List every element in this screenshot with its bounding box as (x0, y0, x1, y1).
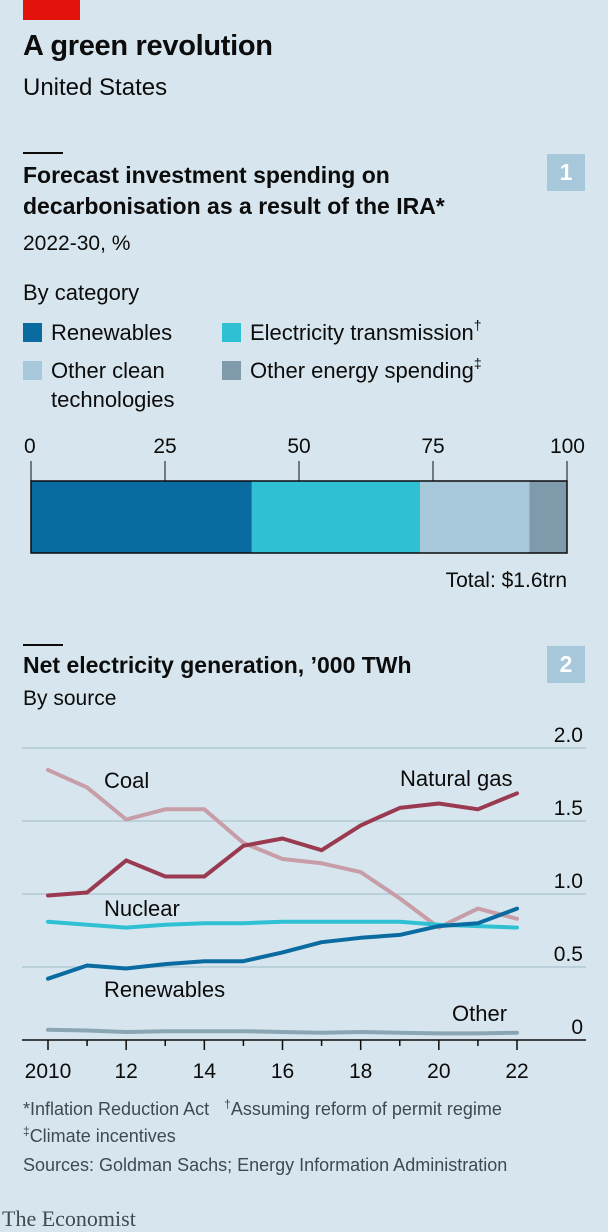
chart2-y-tick-label: 0 (571, 1016, 583, 1039)
chart1-section-label: By category (23, 280, 140, 305)
series-line-natural-gas (46, 791, 519, 898)
legend-transmission: Electricity transmission † (222, 318, 482, 347)
page-title: A green revolution (23, 30, 273, 62)
chart1-bar-segment (529, 481, 567, 553)
chart1-number-badge: 1 (547, 154, 585, 191)
chart2-subtitle: By source (23, 687, 117, 710)
chart2-x-tick-label: 20 (427, 1060, 450, 1083)
footnotes-line2: ‡Climate incentives (23, 1124, 176, 1147)
chart2-y-tick-label: 0.5 (554, 943, 583, 966)
chart1-total-label: Total: $1.6trn (446, 569, 567, 592)
legend-other-clean: Other clean technologies (23, 356, 175, 414)
legend-renewables: Renewables (23, 318, 172, 347)
chart1-bar-segment (31, 481, 252, 553)
legend-swatch-transmission (222, 323, 241, 342)
brand-red-tag (23, 0, 80, 20)
chart2-y-tick-label: 1.0 (554, 870, 583, 893)
chart1-rule (23, 152, 63, 154)
series-line-renewables (46, 906, 519, 981)
chart2-x-tick-label: 14 (193, 1060, 217, 1083)
footnote-double-dagger: ‡ (23, 1124, 30, 1138)
chart1-title: Forecast investment spending on decarbon… (23, 160, 445, 222)
legend-swatch-other-clean (23, 361, 42, 380)
chart1-tick-label: 0 (24, 435, 36, 458)
footnote-ira: *Inflation Reduction Act (23, 1099, 210, 1119)
chart1-tick-label: 75 (421, 435, 444, 458)
chart2-x-tick-label: 2010 (25, 1060, 72, 1083)
chart1-tick-label: 25 (153, 435, 176, 458)
chart1-title-line2: decarbonisation as a result of the IRA* (23, 193, 445, 219)
footnote-dagger: † (224, 1097, 231, 1111)
economist-logo-text: The Economist (2, 1206, 136, 1231)
chart1-title-line1: Forecast investment spending on (23, 162, 390, 188)
chart2-y-tick-label: 1.5 (554, 797, 583, 820)
chart2-number-badge: 2 (547, 646, 585, 683)
footnote-climate: Climate incentives (29, 1126, 176, 1146)
chart2-rule (23, 644, 63, 646)
chart1-stacked-bar-chart: 0 25 50 75 100 Total: $1.6trn (24, 435, 585, 592)
chart2-x-tick-label: 22 (505, 1060, 528, 1083)
chart1-bar-outline (30, 480, 568, 554)
legend-dagger-mark: † (473, 317, 482, 333)
series-line-other (46, 1027, 519, 1036)
chart1-tick-label: 100 (550, 435, 585, 458)
legend-label-other-energy: Other energy spending (250, 358, 474, 383)
label-other: Other (452, 1001, 507, 1026)
chart2-x-tick-label: 18 (349, 1060, 372, 1083)
legend-label-other-clean-1: Other clean (51, 358, 165, 383)
legend-label-renewables: Renewables (51, 320, 173, 345)
chart1-bar-segment (420, 481, 530, 553)
label-renewables: Renewables (104, 977, 225, 1002)
footnote-sources: Sources: Goldman Sachs; Energy Informati… (23, 1155, 508, 1175)
footnote-permit: Assuming reform of permit regime (230, 1099, 502, 1119)
page-subtitle: United States (23, 74, 168, 101)
chart2-y-tick-label: 2.0 (554, 724, 583, 747)
legend-label-transmission: Electricity transmission (250, 320, 474, 345)
label-natural-gas: Natural gas (400, 766, 513, 791)
chart2-x-tick-label: 16 (271, 1060, 294, 1083)
label-nuclear: Nuclear (104, 896, 180, 921)
footnotes-line1: *Inflation Reduction Act †Assuming refor… (23, 1097, 502, 1120)
chart2-title: Net electricity generation, ’000 TWh (23, 652, 412, 678)
legend-swatch-renewables (23, 323, 42, 342)
legend-label-other-clean-2: technologies (51, 387, 175, 412)
label-coal: Coal (104, 768, 149, 793)
legend-swatch-other-energy (222, 361, 241, 380)
chart2-line-chart: 2.0 1.5 1.0 0.5 0 2010 12 14 16 18 20 22 Coal Natu… (22, 724, 586, 1083)
legend-double-dagger-mark: ‡ (473, 355, 482, 371)
chart1-tick-label: 50 (287, 435, 310, 458)
legend-other-energy: Other energy spending ‡ (222, 356, 482, 385)
chart1-bar-segment (251, 481, 421, 553)
chart2-x-tick-label: 12 (114, 1060, 137, 1083)
chart1-subtitle: 2022-30, % (23, 232, 131, 255)
